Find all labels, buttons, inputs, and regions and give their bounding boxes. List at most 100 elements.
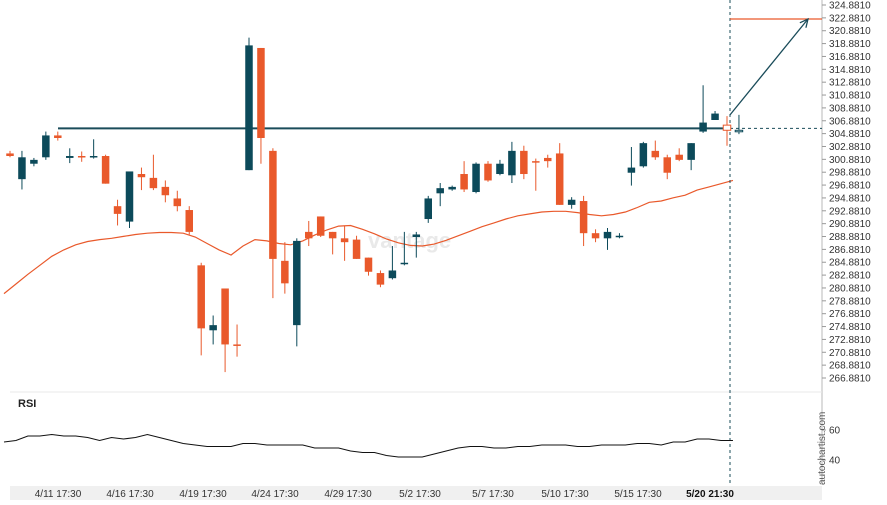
candle-body xyxy=(376,273,385,285)
candle-body xyxy=(18,157,26,180)
candle-body xyxy=(149,177,158,189)
price-tick-label: 278.8810 xyxy=(829,296,871,307)
candle-body xyxy=(520,150,528,175)
candle-body xyxy=(424,198,432,220)
price-tick-label: 314.8810 xyxy=(829,65,871,76)
price-tick-label: 274.8810 xyxy=(829,322,871,333)
autochartist-credit: autochartist.com xyxy=(817,412,828,485)
candle-body xyxy=(579,201,588,234)
price-tick-label: 276.8810 xyxy=(829,309,871,320)
candle-body xyxy=(221,288,229,345)
time-tick-label: 4/19 17:30 xyxy=(179,489,227,500)
candle-body xyxy=(125,171,134,222)
candle-body xyxy=(89,156,98,158)
candle-body xyxy=(209,325,217,331)
candle-body xyxy=(496,163,504,175)
price-tick-label: 268.8810 xyxy=(829,361,871,372)
price-tick-label: 266.8810 xyxy=(829,374,871,385)
candle-body xyxy=(400,262,409,265)
forecast-arrow-shaft xyxy=(729,18,809,116)
time-tick-label: 4/29 17:30 xyxy=(324,489,372,500)
price-tick-label: 294.8810 xyxy=(829,193,871,204)
price-tick-label: 302.8810 xyxy=(829,142,871,153)
candle-body xyxy=(460,174,468,190)
candle-body xyxy=(42,135,50,158)
rsi-panel: 60 40 xyxy=(3,426,841,467)
price-tick-label: 304.8810 xyxy=(829,129,871,140)
candle-body xyxy=(615,235,624,238)
candle-body xyxy=(352,239,361,259)
price-tick-label: 296.8810 xyxy=(829,181,871,192)
moving-average-line xyxy=(3,179,734,295)
price-tick-label: 310.8810 xyxy=(829,91,871,102)
price-tick-label: 320.8810 xyxy=(829,26,871,37)
candle-body xyxy=(54,135,62,139)
level-layer xyxy=(58,0,822,486)
candle-body xyxy=(627,167,636,173)
broker-watermark: vantage xyxy=(368,228,451,253)
candle-body xyxy=(113,206,122,214)
price-tick-label: 272.8810 xyxy=(829,335,871,346)
candle-body xyxy=(472,163,480,193)
candle-body xyxy=(233,344,241,346)
time-tick-label: 5/10 17:30 xyxy=(541,489,589,500)
candle-body xyxy=(316,216,325,236)
rsi-tick-label: 60 xyxy=(829,426,841,437)
price-tick-label: 322.8810 xyxy=(829,13,871,24)
candle-body xyxy=(340,238,349,243)
candle-body xyxy=(66,156,74,158)
price-tick-label: 288.8810 xyxy=(829,232,871,243)
price-tick-label: 306.8810 xyxy=(829,116,871,127)
candle-body xyxy=(448,186,456,190)
time-tick-label: 5/2 17:30 xyxy=(399,489,441,500)
candle-body xyxy=(567,199,576,205)
time-tick-label: 5/20 21:30 xyxy=(686,489,734,500)
price-tick-label: 290.8810 xyxy=(829,219,871,230)
candle-body xyxy=(328,231,337,239)
moving-average-layer xyxy=(3,179,734,295)
candle-body xyxy=(711,113,719,120)
candle-body xyxy=(412,234,421,238)
candle-body xyxy=(639,143,648,167)
candle-body xyxy=(101,156,110,184)
price-tick-label: 308.8810 xyxy=(829,103,871,114)
candle-body xyxy=(30,159,38,164)
candle-body xyxy=(137,174,146,178)
chart-frame xyxy=(10,0,823,500)
price-tick-label: 300.8810 xyxy=(829,155,871,166)
candle-body xyxy=(388,270,397,279)
candle-body xyxy=(687,143,695,160)
candle-body xyxy=(484,163,492,181)
candle-body xyxy=(436,188,444,194)
candle-body xyxy=(6,153,14,157)
price-tick-label: 324.8810 xyxy=(829,1,871,12)
candle-body xyxy=(508,150,516,176)
projected-candle-body xyxy=(722,124,732,131)
candle-body xyxy=(532,161,540,163)
projected-candle-body xyxy=(734,129,744,133)
candle-body xyxy=(675,154,683,160)
price-tick-label: 286.8810 xyxy=(829,245,871,256)
time-axis-band xyxy=(10,486,822,500)
rsi-line xyxy=(3,433,733,458)
candle-body xyxy=(663,157,671,173)
price-tick-label: 312.8810 xyxy=(829,78,871,89)
candle-body xyxy=(161,186,170,196)
forecast-arrow-head xyxy=(799,17,809,28)
rsi-tick-label: 40 xyxy=(829,456,841,467)
candle-body xyxy=(245,45,253,171)
time-tick-label: 4/11 17:30 xyxy=(35,489,82,500)
candles-layer xyxy=(6,37,744,373)
candle-body xyxy=(364,257,373,272)
time-tick-label: 5/15 17:30 xyxy=(614,489,662,500)
candle-body xyxy=(651,150,660,158)
time-tick-label: 4/16 17:30 xyxy=(106,489,154,500)
price-tick-label: 280.8810 xyxy=(829,283,871,294)
candle-body xyxy=(269,150,277,259)
candle-body xyxy=(555,153,564,205)
candle-body xyxy=(603,231,612,239)
candle-body xyxy=(185,210,193,232)
candle-body xyxy=(699,122,707,132)
